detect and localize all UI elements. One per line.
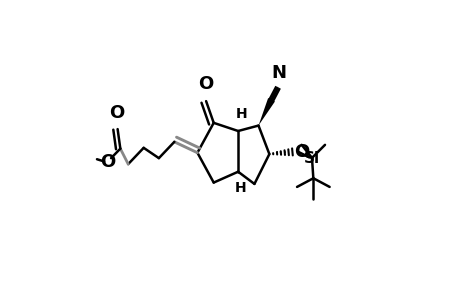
Text: O: O: [100, 153, 115, 171]
Polygon shape: [258, 98, 274, 126]
Text: N: N: [271, 64, 286, 82]
Text: H: H: [235, 107, 246, 122]
Text: O: O: [198, 75, 213, 93]
Text: H: H: [235, 181, 246, 195]
Text: ···: ···: [274, 146, 287, 160]
Text: O: O: [293, 143, 308, 161]
Text: Si: Si: [303, 151, 319, 166]
Text: O: O: [109, 104, 124, 122]
